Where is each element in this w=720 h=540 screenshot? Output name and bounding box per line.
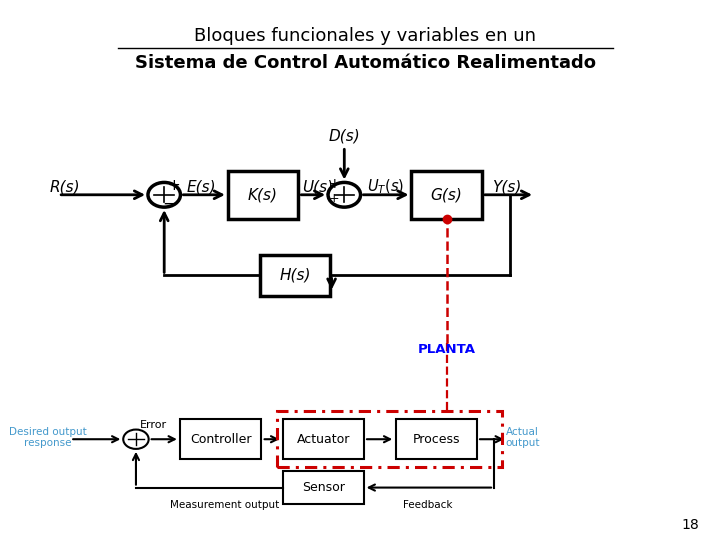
Text: Sensor: Sensor [302, 481, 345, 494]
Text: U(s): U(s) [302, 179, 334, 194]
Bar [411, 171, 482, 219]
Text: R(s): R(s) [50, 179, 81, 194]
Text: Actual: Actual [506, 427, 539, 437]
Text: Error: Error [140, 420, 167, 430]
Bar [282, 419, 364, 460]
Text: +: + [167, 178, 180, 193]
Text: Process: Process [413, 433, 460, 446]
Text: output: output [505, 438, 539, 448]
Bar [228, 171, 298, 219]
Text: Measurement output: Measurement output [170, 500, 279, 510]
Text: G(s): G(s) [431, 187, 463, 202]
Text: $U_T(s)$: $U_T(s)$ [366, 178, 404, 196]
Text: H(s): H(s) [279, 268, 310, 283]
Text: K(s): K(s) [248, 187, 278, 202]
Text: Y(s): Y(s) [492, 179, 521, 194]
Bar [180, 419, 261, 460]
Text: Feedback: Feedback [403, 500, 452, 510]
Text: +: + [328, 177, 341, 191]
Bar [282, 471, 364, 504]
Bar [276, 411, 502, 467]
Text: response: response [24, 438, 71, 448]
Circle shape [123, 429, 148, 449]
Circle shape [328, 183, 361, 207]
Text: Bloques funcionales y variables en un: Bloques funcionales y variables en un [194, 28, 536, 45]
Text: Desired output: Desired output [9, 427, 86, 437]
Bar [395, 419, 477, 460]
Text: −: − [162, 194, 176, 212]
Text: Actuator: Actuator [297, 433, 350, 446]
Text: PLANTA: PLANTA [418, 343, 476, 356]
Bar [259, 255, 330, 295]
Text: 18: 18 [682, 518, 699, 532]
Circle shape [148, 183, 181, 207]
Text: Controller: Controller [190, 433, 251, 446]
Text: E(s): E(s) [186, 179, 217, 194]
Text: D(s): D(s) [328, 128, 360, 143]
Text: +: + [329, 192, 340, 205]
Text: Sistema de Control Automático Realimentado: Sistema de Control Automático Realimenta… [135, 54, 596, 72]
